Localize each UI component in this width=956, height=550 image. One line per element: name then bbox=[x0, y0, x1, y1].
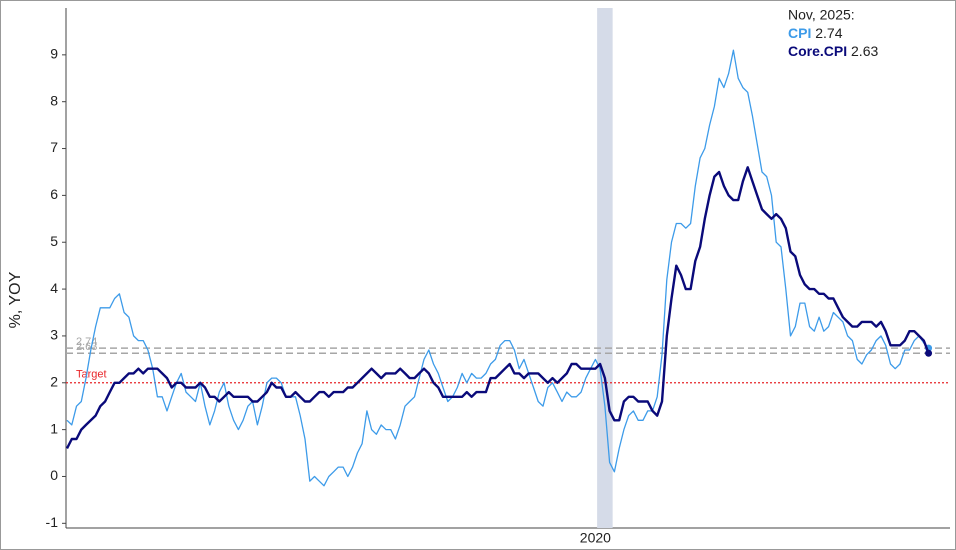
y-tick-label: -1 bbox=[46, 514, 59, 530]
shaded-period bbox=[597, 8, 613, 528]
annotation-entry: CPI 2.74 bbox=[788, 25, 843, 41]
series-name: CPI bbox=[788, 25, 811, 41]
y-tick-label: 3 bbox=[50, 327, 58, 343]
y-tick-label: 6 bbox=[50, 186, 58, 202]
x-tick-label: 2020 bbox=[580, 530, 611, 546]
y-axis-label: %, YOY bbox=[7, 271, 24, 328]
series-line bbox=[66, 49, 930, 487]
y-tick-label: 8 bbox=[50, 92, 58, 108]
series-name: Core.CPI bbox=[788, 43, 847, 59]
y-tick-label: 4 bbox=[50, 280, 58, 296]
annotation: Nov, 2025: CPI 2.74 Core.CPI 2.63 bbox=[788, 7, 878, 59]
annotation-date: Nov, 2025: bbox=[788, 7, 855, 23]
y-tick-label: 5 bbox=[50, 233, 58, 249]
series-value: 2.63 bbox=[851, 43, 878, 59]
reference-label: 2.63 bbox=[76, 341, 97, 353]
end-point bbox=[925, 349, 933, 357]
target-label: Target bbox=[76, 369, 107, 381]
series-value: 2.74 bbox=[815, 25, 842, 41]
y-tick-label: 2 bbox=[50, 373, 58, 389]
series-line bbox=[65, 166, 930, 449]
y-tick-label: 7 bbox=[50, 139, 58, 155]
y-tick-label: 0 bbox=[50, 467, 58, 483]
y-tick-label: 9 bbox=[50, 46, 58, 62]
y-tick-label: 1 bbox=[50, 420, 58, 436]
annotation-entry: Core.CPI 2.63 bbox=[788, 43, 878, 59]
